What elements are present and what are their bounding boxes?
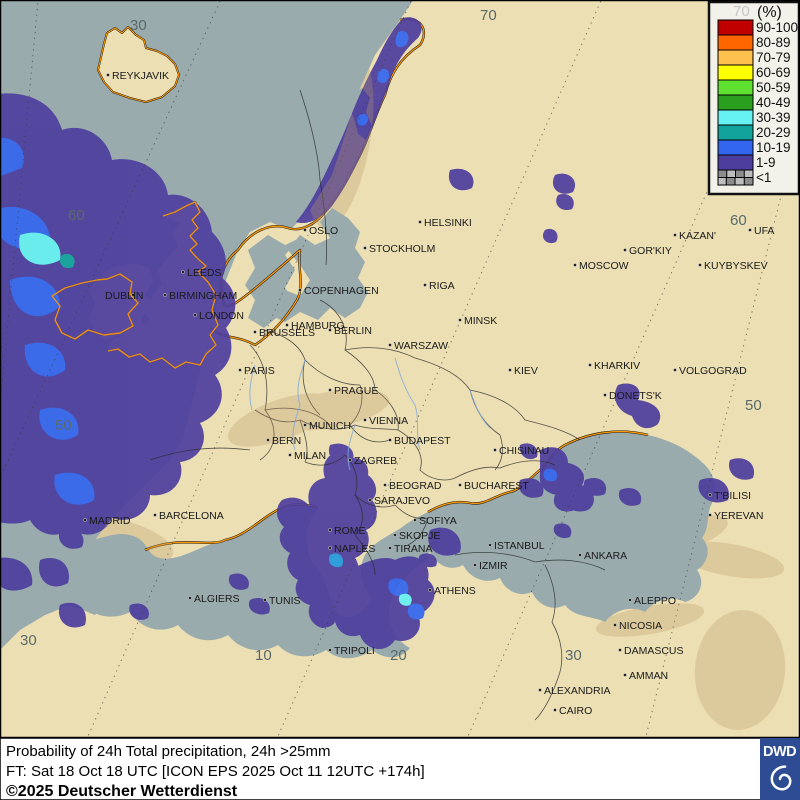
svg-text:AMMAN: AMMAN: [629, 670, 668, 682]
svg-text:SOFIYA: SOFIYA: [419, 515, 457, 527]
svg-text:ZAGREB: ZAGREB: [354, 455, 397, 467]
svg-text:WARSZAW: WARSZAW: [394, 340, 448, 352]
svg-text:DUBLIN: DUBLIN: [105, 290, 144, 302]
svg-text:BERLIN: BERLIN: [334, 325, 372, 337]
svg-text:T'BILISI: T'BILISI: [714, 490, 751, 502]
svg-text:PARIS: PARIS: [244, 365, 275, 377]
svg-text:BUCHAREST: BUCHAREST: [464, 480, 529, 492]
svg-text:RIGA: RIGA: [429, 280, 455, 292]
svg-text:30-39: 30-39: [756, 110, 791, 125]
svg-text:20: 20: [390, 647, 407, 664]
svg-text:VIENNA: VIENNA: [369, 415, 408, 427]
svg-text:BERN: BERN: [272, 435, 301, 447]
svg-text:CAIRO: CAIRO: [559, 705, 592, 717]
svg-text:YEREVAN: YEREVAN: [714, 510, 763, 522]
svg-text:SKOPJE: SKOPJE: [399, 530, 440, 542]
svg-text:Probability of 24h Total preci: Probability of 24h Total precipitation, …: [6, 743, 331, 760]
svg-text:HELSINKI: HELSINKI: [424, 217, 472, 229]
svg-text:20-29: 20-29: [756, 125, 791, 140]
svg-text:MADRID: MADRID: [89, 515, 131, 527]
svg-text:50: 50: [55, 417, 72, 434]
svg-text:DONETS'K: DONETS'K: [609, 390, 662, 402]
svg-text:©2025 Deutscher Wetterdienst: ©2025 Deutscher Wetterdienst: [6, 783, 238, 800]
svg-text:MOSCOW: MOSCOW: [579, 260, 629, 272]
svg-text:10-19: 10-19: [756, 140, 791, 155]
svg-text:ANKARA: ANKARA: [584, 550, 627, 562]
svg-text:80-89: 80-89: [756, 35, 791, 50]
svg-text:30: 30: [565, 647, 582, 664]
svg-text:50-59: 50-59: [756, 80, 791, 95]
svg-text:30: 30: [20, 632, 37, 649]
svg-text:KAZAN': KAZAN': [679, 230, 716, 242]
svg-text:30: 30: [130, 17, 147, 34]
svg-text:DAMASCUS: DAMASCUS: [624, 645, 684, 657]
svg-text:ATHENS: ATHENS: [434, 585, 476, 597]
svg-text:MILAN: MILAN: [294, 450, 326, 462]
svg-text:OSLO: OSLO: [309, 225, 338, 237]
svg-text:FT: Sat 18 Oct 18 UTC [ICON EP: FT: Sat 18 Oct 18 UTC [ICON EPS 2025 Oct…: [6, 763, 425, 780]
svg-text:NAPLES: NAPLES: [334, 543, 375, 555]
svg-text:NICOSIA: NICOSIA: [619, 620, 662, 632]
svg-text:DWD: DWD: [763, 744, 796, 760]
svg-text:GOR'KIY: GOR'KIY: [629, 245, 672, 257]
svg-text:TUNIS: TUNIS: [269, 595, 301, 607]
svg-text:CHISINAU: CHISINAU: [499, 445, 549, 457]
svg-text:COPENHAGEN: COPENHAGEN: [304, 285, 379, 297]
svg-text:90-100: 90-100: [756, 20, 798, 35]
svg-text:BUDAPEST: BUDAPEST: [394, 435, 451, 447]
svg-text:REYKJAVIK: REYKJAVIK: [112, 70, 169, 82]
svg-text:60-69: 60-69: [756, 65, 791, 80]
svg-text:BEOGRAD: BEOGRAD: [389, 480, 442, 492]
svg-text:50: 50: [745, 397, 762, 414]
svg-text:ALEXANDRIA: ALEXANDRIA: [544, 685, 611, 697]
svg-text:MINSK: MINSK: [464, 315, 497, 327]
svg-text:KIEV: KIEV: [514, 365, 538, 377]
svg-text:IZMIR: IZMIR: [479, 560, 508, 572]
svg-text:STOCKHOLM: STOCKHOLM: [369, 243, 435, 255]
svg-text:70-79: 70-79: [756, 50, 791, 65]
svg-text:(%): (%): [757, 4, 782, 21]
svg-text:PRAGUE: PRAGUE: [334, 385, 378, 397]
svg-text:60: 60: [730, 212, 747, 229]
svg-text:10: 10: [255, 647, 272, 664]
svg-text:SARAJEVO: SARAJEVO: [374, 495, 430, 507]
svg-text:<1: <1: [756, 170, 771, 185]
svg-text:70: 70: [480, 7, 497, 24]
svg-text:60: 60: [68, 207, 85, 224]
svg-text:TIRANA: TIRANA: [394, 543, 433, 555]
svg-text:KUYBYSKEV: KUYBYSKEV: [704, 260, 768, 272]
svg-text:ISTANBUL: ISTANBUL: [494, 540, 545, 552]
svg-text:LONDON: LONDON: [199, 310, 244, 322]
svg-text:ROME: ROME: [334, 525, 366, 537]
svg-text:LEEDS: LEEDS: [187, 267, 221, 279]
svg-text:TRIPOLI: TRIPOLI: [334, 645, 375, 657]
svg-text:ALGIERS: ALGIERS: [194, 593, 240, 605]
svg-text:KHARKIV: KHARKIV: [594, 360, 640, 372]
svg-text:BARCELONA: BARCELONA: [159, 510, 224, 522]
svg-text:BIRMINGHAM: BIRMINGHAM: [169, 290, 237, 302]
svg-text:40-49: 40-49: [756, 95, 791, 110]
svg-text:UFA: UFA: [754, 225, 774, 237]
svg-text:VOLGOGRAD: VOLGOGRAD: [679, 365, 747, 377]
svg-text:MUNICH: MUNICH: [309, 420, 351, 432]
svg-text:ALEPPO: ALEPPO: [634, 595, 676, 607]
svg-text:1-9: 1-9: [756, 155, 776, 170]
svg-text:70: 70: [733, 3, 750, 20]
